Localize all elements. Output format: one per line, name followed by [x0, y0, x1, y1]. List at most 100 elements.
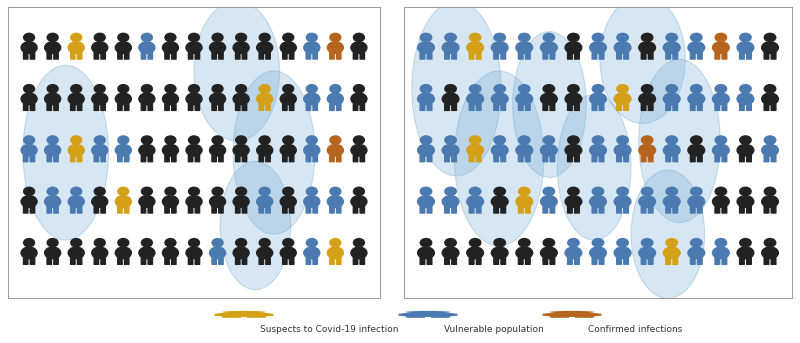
- Circle shape: [666, 187, 678, 196]
- Circle shape: [641, 33, 654, 42]
- FancyBboxPatch shape: [690, 154, 696, 162]
- Circle shape: [258, 84, 271, 94]
- Ellipse shape: [491, 247, 508, 259]
- Ellipse shape: [565, 42, 582, 54]
- FancyBboxPatch shape: [648, 206, 654, 214]
- FancyBboxPatch shape: [242, 103, 247, 111]
- Ellipse shape: [688, 144, 705, 156]
- Circle shape: [70, 84, 82, 94]
- Ellipse shape: [638, 59, 720, 223]
- Text: Confirmed infections: Confirmed infections: [588, 325, 682, 334]
- FancyBboxPatch shape: [419, 206, 426, 214]
- FancyBboxPatch shape: [648, 52, 654, 60]
- Circle shape: [141, 33, 153, 42]
- FancyBboxPatch shape: [616, 154, 622, 162]
- Circle shape: [616, 84, 629, 94]
- Ellipse shape: [139, 247, 155, 259]
- Ellipse shape: [162, 196, 178, 207]
- FancyBboxPatch shape: [258, 257, 264, 265]
- Circle shape: [763, 135, 777, 145]
- Circle shape: [518, 238, 530, 248]
- Ellipse shape: [186, 93, 202, 105]
- FancyBboxPatch shape: [672, 103, 678, 111]
- FancyBboxPatch shape: [419, 103, 426, 111]
- Circle shape: [419, 187, 433, 196]
- Ellipse shape: [92, 247, 108, 259]
- FancyBboxPatch shape: [94, 154, 99, 162]
- FancyBboxPatch shape: [426, 103, 433, 111]
- Circle shape: [406, 311, 450, 314]
- FancyBboxPatch shape: [623, 206, 629, 214]
- Ellipse shape: [516, 93, 533, 105]
- Ellipse shape: [351, 247, 367, 259]
- FancyBboxPatch shape: [141, 52, 146, 60]
- Ellipse shape: [541, 93, 558, 105]
- Ellipse shape: [541, 196, 558, 207]
- Ellipse shape: [762, 144, 778, 156]
- Ellipse shape: [516, 247, 533, 259]
- Ellipse shape: [186, 144, 202, 156]
- FancyBboxPatch shape: [242, 52, 247, 60]
- FancyBboxPatch shape: [431, 316, 450, 318]
- Circle shape: [211, 84, 224, 94]
- FancyBboxPatch shape: [336, 206, 342, 214]
- Circle shape: [739, 187, 752, 196]
- Circle shape: [188, 84, 200, 94]
- FancyBboxPatch shape: [714, 206, 720, 214]
- Ellipse shape: [491, 144, 508, 156]
- Ellipse shape: [688, 42, 705, 54]
- Circle shape: [23, 238, 35, 248]
- FancyBboxPatch shape: [282, 154, 288, 162]
- FancyBboxPatch shape: [312, 206, 318, 214]
- Circle shape: [518, 187, 530, 196]
- FancyBboxPatch shape: [194, 206, 200, 214]
- Circle shape: [690, 33, 702, 42]
- FancyBboxPatch shape: [672, 52, 678, 60]
- FancyBboxPatch shape: [265, 103, 271, 111]
- FancyBboxPatch shape: [451, 103, 457, 111]
- Ellipse shape: [257, 42, 273, 54]
- FancyBboxPatch shape: [722, 257, 727, 265]
- Ellipse shape: [210, 93, 226, 105]
- FancyBboxPatch shape: [419, 52, 426, 60]
- Ellipse shape: [442, 247, 459, 259]
- Circle shape: [591, 238, 605, 248]
- Circle shape: [666, 238, 678, 248]
- FancyBboxPatch shape: [469, 257, 474, 265]
- Circle shape: [282, 84, 294, 94]
- Ellipse shape: [565, 196, 582, 207]
- Circle shape: [222, 311, 266, 314]
- FancyBboxPatch shape: [770, 206, 777, 214]
- FancyBboxPatch shape: [147, 154, 153, 162]
- Ellipse shape: [233, 93, 249, 105]
- Circle shape: [444, 238, 457, 248]
- Ellipse shape: [399, 313, 457, 316]
- FancyBboxPatch shape: [567, 103, 573, 111]
- FancyBboxPatch shape: [500, 206, 506, 214]
- FancyBboxPatch shape: [575, 316, 594, 318]
- Ellipse shape: [466, 144, 483, 156]
- FancyBboxPatch shape: [476, 52, 482, 60]
- FancyBboxPatch shape: [353, 257, 358, 265]
- FancyBboxPatch shape: [353, 206, 358, 214]
- FancyBboxPatch shape: [164, 206, 170, 214]
- FancyBboxPatch shape: [188, 206, 194, 214]
- Ellipse shape: [737, 196, 754, 207]
- FancyBboxPatch shape: [665, 206, 671, 214]
- FancyBboxPatch shape: [648, 257, 654, 265]
- Circle shape: [567, 135, 580, 145]
- Circle shape: [46, 33, 59, 42]
- FancyBboxPatch shape: [22, 52, 29, 60]
- FancyBboxPatch shape: [235, 206, 241, 214]
- FancyBboxPatch shape: [77, 154, 82, 162]
- Ellipse shape: [257, 196, 273, 207]
- Circle shape: [188, 135, 200, 145]
- FancyBboxPatch shape: [550, 154, 555, 162]
- Ellipse shape: [454, 71, 544, 246]
- FancyBboxPatch shape: [419, 154, 426, 162]
- FancyBboxPatch shape: [550, 52, 555, 60]
- FancyBboxPatch shape: [336, 52, 342, 60]
- FancyBboxPatch shape: [164, 52, 170, 60]
- FancyBboxPatch shape: [329, 154, 335, 162]
- FancyBboxPatch shape: [171, 103, 177, 111]
